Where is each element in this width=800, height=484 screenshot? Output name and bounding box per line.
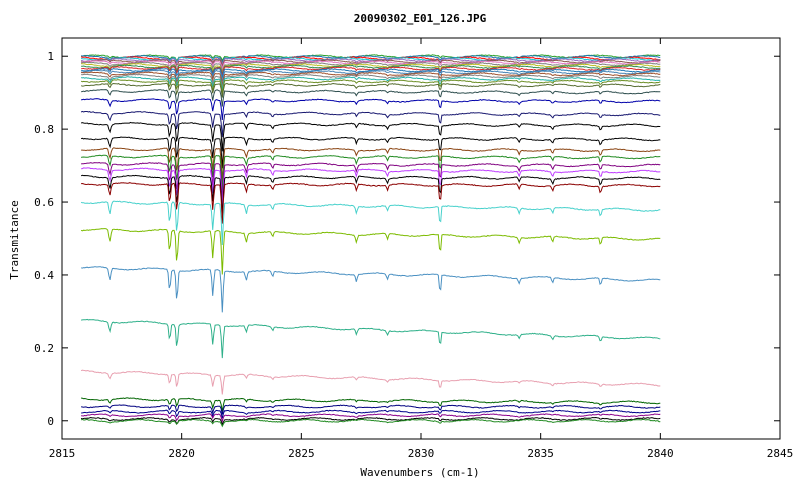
spectrum-series-31: [80, 228, 661, 275]
x-tick-label: 2815: [49, 447, 76, 460]
x-tick-label: 2845: [767, 447, 794, 460]
spectrum-series-5: [80, 57, 661, 66]
x-tick-label: 2830: [408, 447, 435, 460]
x-tick-label: 2825: [288, 447, 315, 460]
spectrum-series-13: [81, 69, 661, 82]
spectrum-series-24: [81, 147, 661, 182]
spectrum-series-32: [80, 266, 661, 313]
spectrum-series-25: [80, 154, 661, 191]
x-tick-label: 2840: [647, 447, 674, 460]
spectrum-series-38: [81, 413, 661, 423]
y-tick-label: 0.2: [34, 342, 54, 355]
spectrum-series-21: [80, 110, 661, 138]
spectrum-series-37: [81, 409, 661, 419]
spectrum-series-16: [80, 76, 661, 91]
spectrum-series-23: [80, 136, 661, 169]
y-tick-label: 0: [47, 415, 54, 428]
spectrum-series-33: [81, 318, 661, 359]
spectrum-series-22: [80, 121, 661, 152]
spectrum-series-19: [80, 89, 661, 107]
spectrum-series-7: [80, 60, 661, 71]
spectrum-series-18: [80, 82, 661, 98]
spectrum-series-29: [81, 182, 661, 224]
y-axis-label: Transmitance: [8, 200, 21, 279]
x-tick-label: 2820: [168, 447, 195, 460]
spectrum-series-30: [80, 200, 661, 246]
spectrum-series-17: [80, 79, 661, 94]
spectrum-series-34: [80, 369, 661, 395]
spectrum-series-12: [81, 67, 661, 78]
y-tick-label: 0.4: [34, 269, 54, 282]
series-layer: [80, 54, 661, 428]
y-tick-label: 0.6: [34, 196, 54, 209]
spectrum-series-40: [80, 418, 661, 428]
chart-title: 20090302_E01_126.JPG: [354, 12, 487, 25]
spectrum-series-36: [81, 404, 661, 415]
y-tick-label: 1: [47, 50, 54, 63]
spectrum-series-20: [80, 98, 661, 120]
spectrum-series-35: [81, 397, 661, 412]
x-tick-label: 2835: [527, 447, 554, 460]
y-tick-label: 0.8: [34, 123, 54, 136]
spectrum-series-11: [81, 66, 661, 76]
x-axis-label: Wavenumbers (cm-1): [360, 466, 479, 479]
axis-layer: 2815 2820 2825 2830 2835 2840 2845 0 0.2 0.4 0.6 0.…: [34, 38, 793, 460]
